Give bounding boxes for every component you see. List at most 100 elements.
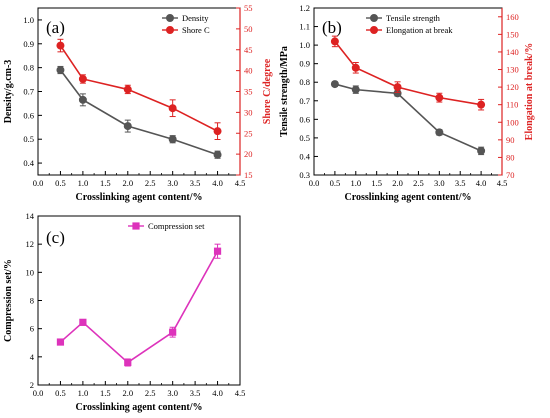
legend-marker	[165, 13, 174, 22]
x-tick-label: 1.0	[78, 178, 89, 188]
y2-tick-label: 15	[244, 170, 253, 180]
legend: Compression set	[128, 221, 205, 231]
y-tick-label: 0.4	[299, 151, 310, 161]
y2-tick-label: 25	[244, 128, 253, 138]
y-tick-label: 0.6	[23, 110, 34, 120]
y-tick-label: 0.9	[23, 39, 34, 49]
y2-tick-label: 55	[244, 3, 253, 13]
data-point	[78, 95, 87, 104]
legend: Tensile strength Elongation at break	[366, 13, 453, 35]
y-tick-label: 4	[30, 352, 35, 362]
y-tick-label: 0.5	[299, 133, 310, 143]
x-tick-label: 4.0	[476, 178, 487, 188]
x-tick-label: 3.5	[190, 178, 201, 188]
x-tick-label: 2.5	[413, 178, 424, 188]
legend-marker	[369, 13, 378, 22]
data-point	[351, 63, 360, 72]
y2-tick-label: 70	[506, 170, 515, 180]
y-tick-label: 2	[30, 380, 34, 390]
y-tick-label: 1.2	[299, 3, 310, 13]
y-tick-label: 0.9	[299, 59, 310, 69]
data-point	[435, 93, 444, 102]
data-point	[213, 150, 222, 159]
plot-frame	[37, 7, 241, 176]
x-tick-label: 2.0	[392, 178, 403, 188]
y-tick-label: 0.5	[23, 134, 34, 144]
data-point	[56, 338, 65, 346]
x-tick-label: 0.0	[309, 178, 320, 188]
data-point	[124, 358, 132, 367]
x-tick-label: 0.5	[330, 178, 341, 188]
series-line	[334, 83, 482, 152]
y2-axis-title: Shore C/degree	[262, 58, 273, 124]
y-tick-label: 0.4	[23, 158, 34, 168]
x-tick-label: 2.5	[145, 178, 156, 188]
series-line	[59, 250, 219, 364]
data-point	[169, 328, 177, 336]
data-point	[78, 74, 87, 83]
y-tick-label: 0.7	[23, 87, 34, 97]
data-point	[56, 41, 65, 50]
x-tick-label: 1.0	[350, 178, 361, 188]
y2-tick-label: 110	[506, 100, 518, 110]
x-tick-label: 1.0	[78, 388, 89, 398]
x-tick-label: 4.5	[497, 178, 508, 188]
data-point	[477, 100, 486, 109]
y2-tick-label: 160	[506, 12, 519, 22]
y2-tick-label: 80	[506, 152, 515, 162]
x-tick-label: 3.0	[167, 178, 178, 188]
data-point	[79, 318, 87, 326]
chart-panel-2: 0.0 0.5 1.0 1.5 2.0 2.5 3.0 3.5 4.0 4.5 2 4 6 8 10 12 14…	[3, 211, 245, 413]
x-tick-label: 4.5	[235, 388, 246, 398]
legend-marker	[132, 222, 140, 230]
data-point	[393, 83, 402, 92]
data-point	[330, 80, 339, 89]
chart-panel-1: 0.0 0.5 1.0 1.5 2.0 2.5 3.0 3.5 4.0 4.5 0.3 0.4 0.5 0…	[279, 3, 535, 203]
y-tick-label: 6	[30, 324, 34, 334]
legend-label: Tensile strength	[386, 13, 441, 23]
y-tick-label: 0.8	[299, 77, 310, 87]
legend-marker	[165, 25, 174, 34]
y2-tick-label: 40	[244, 66, 253, 76]
y-tick-label: 1.1	[299, 22, 310, 32]
data-point	[56, 66, 65, 75]
data-point	[213, 127, 222, 136]
x-tick-label: 2.0	[122, 388, 133, 398]
legend-label: Elongation at break	[386, 25, 453, 35]
y-tick-label: 0.3	[299, 170, 310, 180]
series-compression-set	[56, 243, 222, 367]
x-axis-title: Crosslinking agent content/%	[344, 192, 471, 203]
y-tick-label: 0.7	[299, 96, 310, 106]
y-tick-label: 8	[30, 296, 34, 306]
series-tensile-strength	[330, 80, 486, 156]
y-axis-title: Tensile strength/MPa	[279, 46, 290, 137]
y2-tick-label: 140	[506, 47, 519, 57]
legend-label: Compression set	[148, 221, 205, 231]
y2-tick-label: 100	[506, 117, 519, 127]
x-tick-label: 3.5	[455, 178, 466, 188]
x-tick-label: 4.0	[212, 178, 223, 188]
data-point	[123, 85, 132, 94]
y2-tick-label: 20	[244, 149, 253, 159]
x-tick-label: 3.5	[190, 388, 201, 398]
data-point	[330, 37, 339, 46]
y-tick-label: 12	[26, 239, 35, 249]
legend-label: Shore C	[182, 25, 210, 35]
x-tick-label: 0.0	[33, 178, 44, 188]
series-elongation-at-break	[330, 35, 486, 111]
x-tick-label: 1.5	[371, 178, 382, 188]
data-point	[168, 104, 177, 113]
series-density	[56, 65, 222, 159]
y-tick-label: 0.6	[299, 114, 310, 124]
x-tick-label: 2.0	[122, 178, 133, 188]
legend-marker	[369, 25, 378, 34]
data-point	[168, 135, 177, 144]
y2-tick-label: 150	[506, 29, 519, 39]
series-shore-c	[56, 38, 222, 141]
y-tick-label: 1.0	[299, 40, 310, 50]
data-point	[213, 247, 222, 255]
panel-label: (c)	[46, 228, 65, 247]
data-point	[477, 146, 486, 155]
x-tick-label: 0.0	[33, 388, 44, 398]
